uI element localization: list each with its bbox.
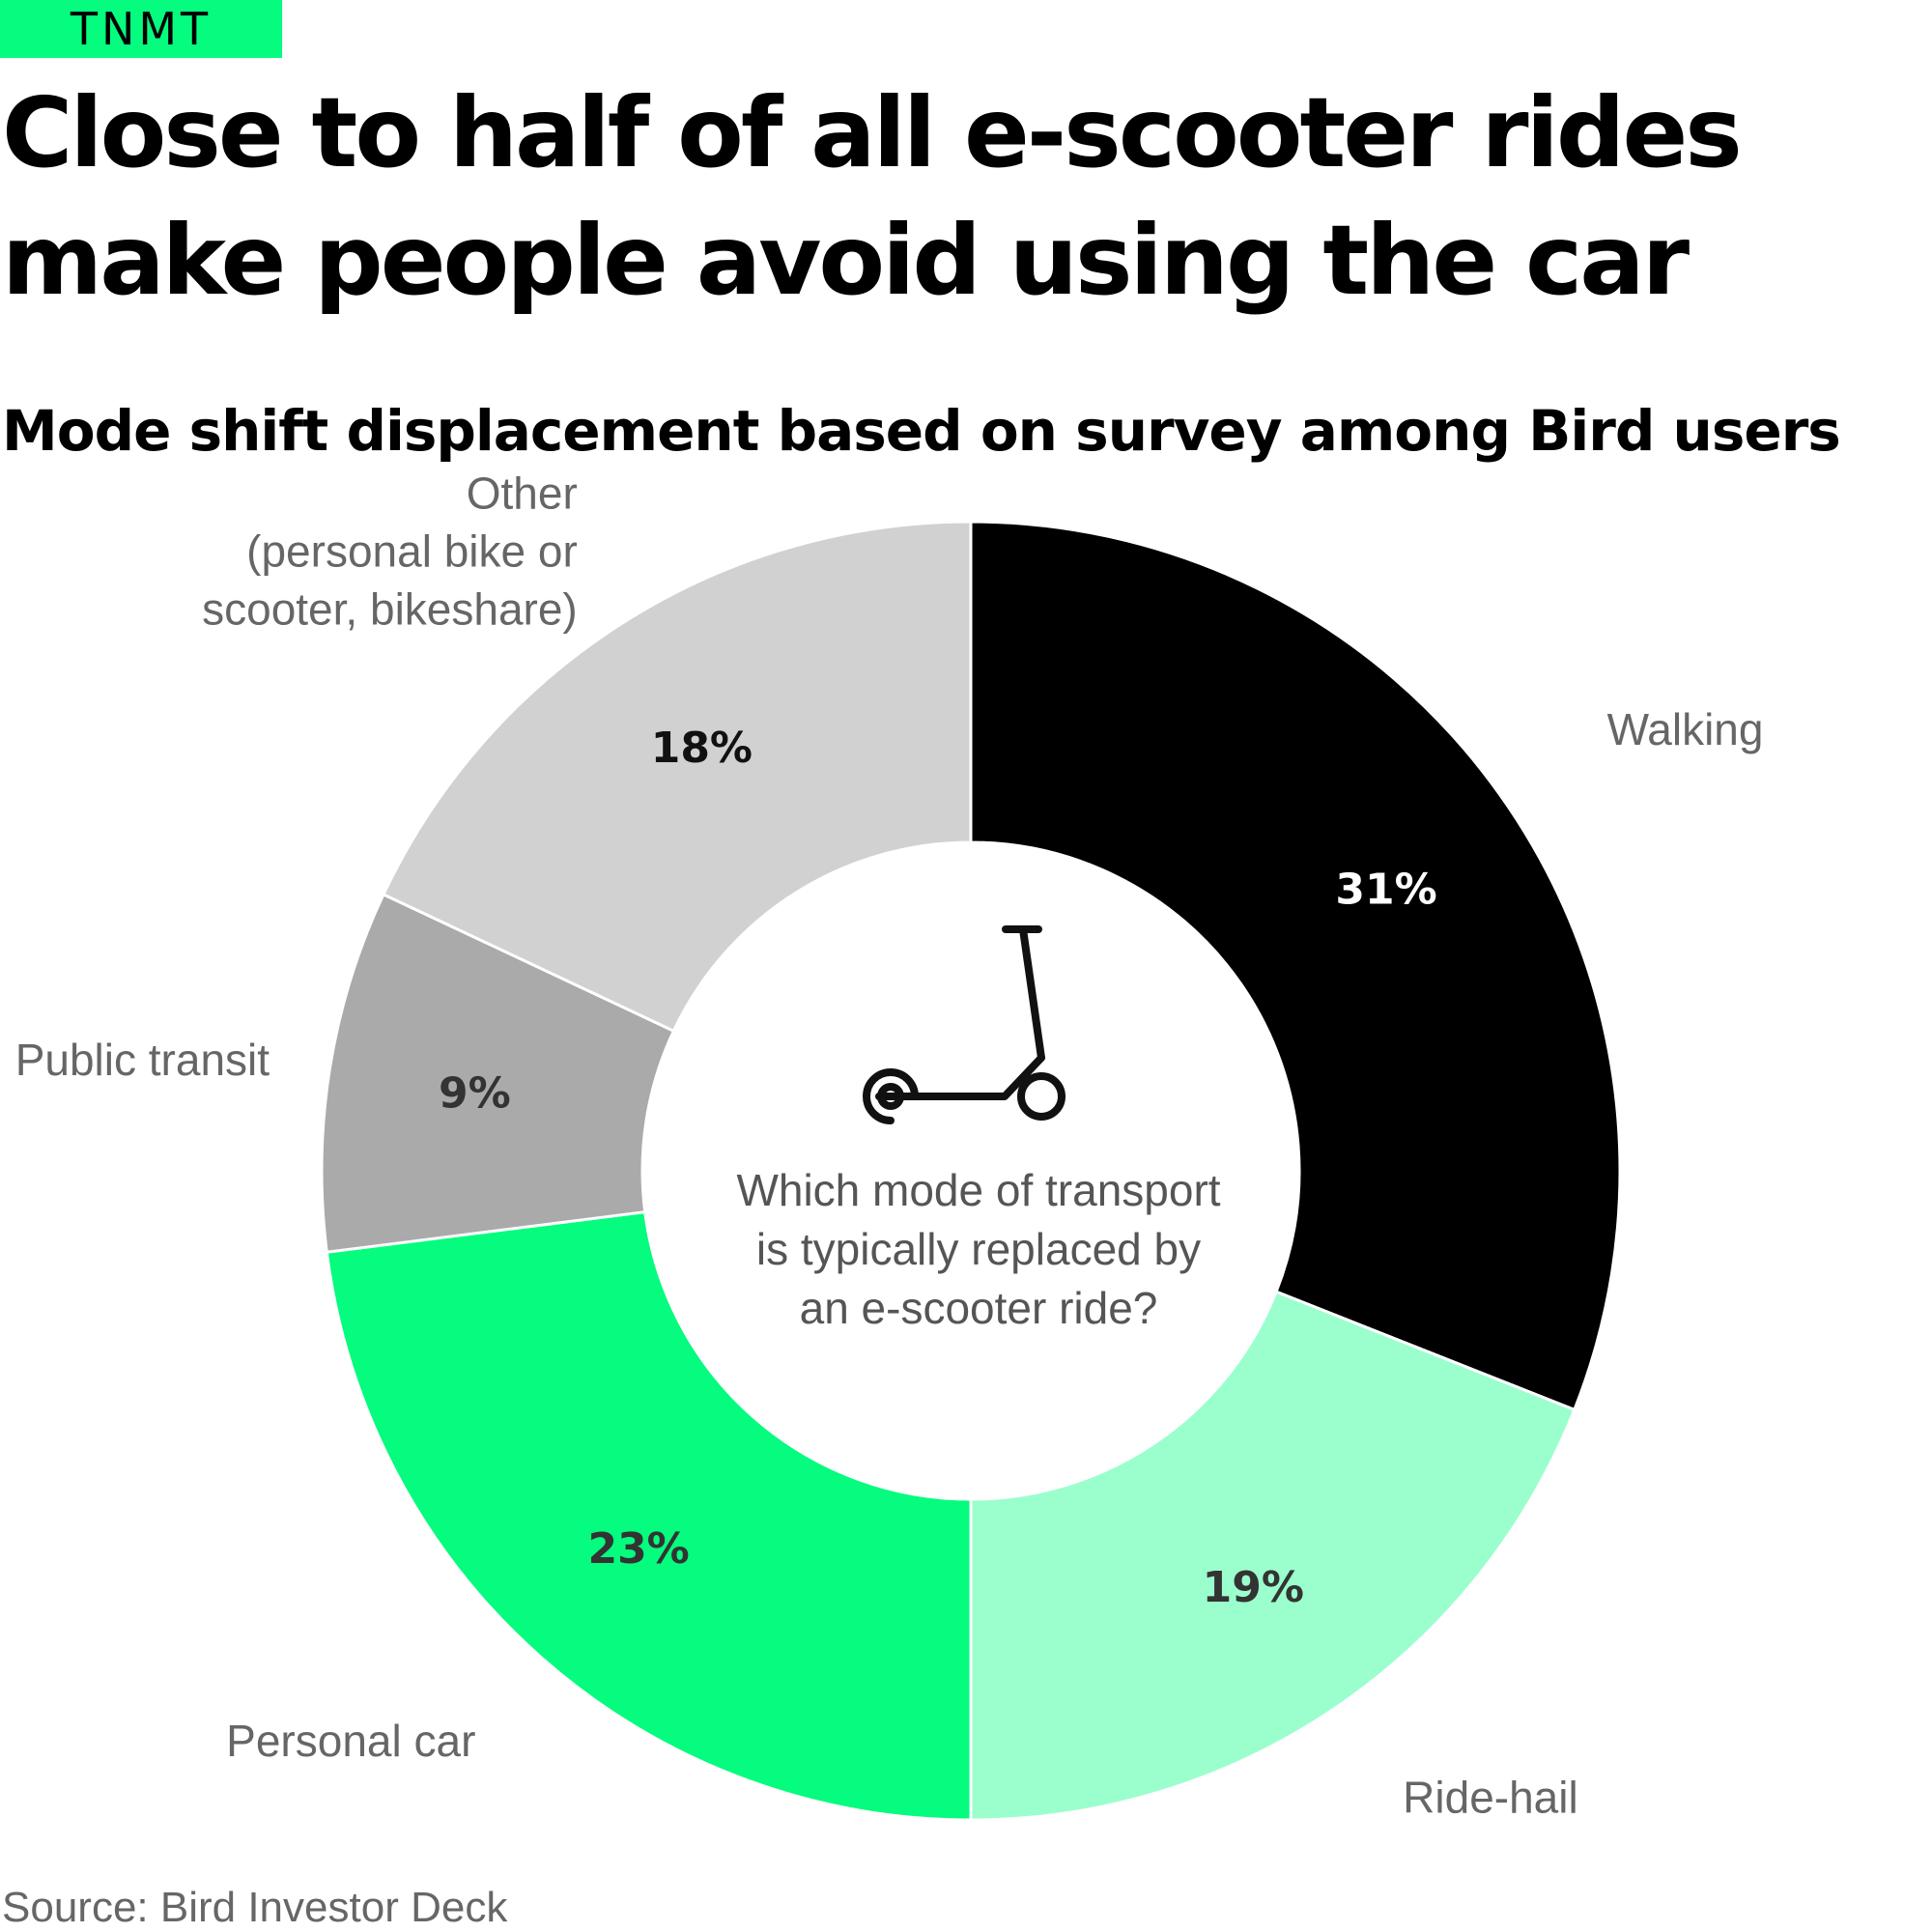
donut-center: Which mode of transport is typically repl… xyxy=(736,925,1221,1333)
slice-1 xyxy=(969,520,1622,1412)
slice-value-label: 19% xyxy=(1203,1563,1304,1612)
slice-3 xyxy=(325,1209,973,1822)
slice-4 xyxy=(320,892,676,1254)
slice-category-label: Walking xyxy=(1607,704,1764,754)
chart-title: Close to half of all e-scooter rides mak… xyxy=(2,76,1743,317)
chart-subtitle: Mode shift displacement based on survey … xyxy=(2,398,1841,464)
slice-5 xyxy=(381,520,973,1034)
slice-value-label: 18% xyxy=(651,724,753,773)
donut-labels: 31% Walking 19% Ride-hail 23% Personal car 9% P… xyxy=(15,468,1764,1822)
slice-category-label: Other (personal bike or scooter, bikeshare… xyxy=(202,468,578,634)
kick-scooter-icon xyxy=(863,925,1065,1124)
slice-category-label: Public transit xyxy=(15,1035,270,1085)
slice-2 xyxy=(969,1290,1577,1822)
slice-value-label: 9% xyxy=(439,1069,511,1119)
center-question: Which mode of transport is typically repl… xyxy=(736,1165,1220,1333)
slice-value-label: 31% xyxy=(1335,866,1436,915)
source-note: Source: Bird Investor Deck xyxy=(2,1884,508,1931)
brand-logo: TNMT xyxy=(0,0,282,58)
slice-value-label: 23% xyxy=(587,1524,689,1574)
slice-category-label: Ride-hail xyxy=(1403,1773,1578,1823)
slice-category-label: Personal car xyxy=(226,1716,475,1766)
brand-logo-text: TNMT xyxy=(70,3,213,55)
donut-slices xyxy=(320,520,1622,1822)
